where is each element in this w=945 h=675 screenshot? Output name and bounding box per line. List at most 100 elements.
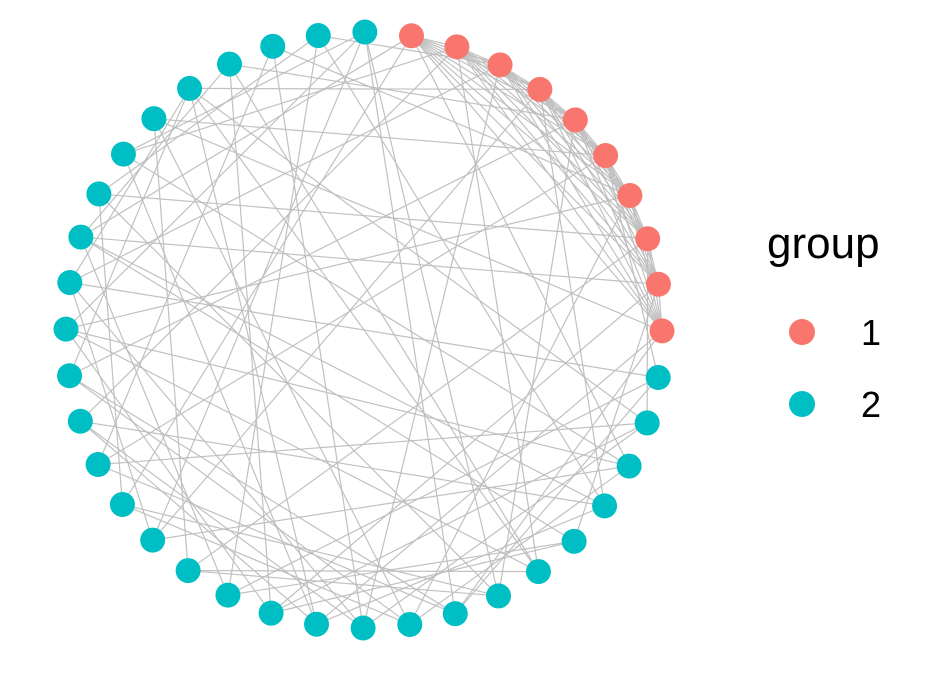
- node-37-group-2: [260, 33, 286, 59]
- edge-5-8: [605, 155, 660, 285]
- node-layer: [53, 19, 675, 641]
- edge-22-31: [80, 236, 229, 596]
- legend-label-group-2: 2: [861, 384, 882, 425]
- node-19-group-2: [350, 615, 376, 641]
- edge-0-25: [121, 35, 412, 505]
- node-31-group-2: [68, 224, 94, 250]
- edge-15-29: [65, 328, 539, 573]
- edge-20-33: [122, 153, 318, 625]
- legend-item-group-2: 2: [785, 383, 915, 427]
- edge-13-31: [80, 236, 605, 507]
- edge-0-5: [411, 35, 606, 157]
- edge-4-9: [574, 119, 663, 332]
- edge-30-35: [69, 88, 191, 283]
- edge-0-31: [80, 35, 412, 238]
- node-0-group-1: [398, 23, 424, 49]
- edge-3-13: [539, 89, 606, 506]
- edge-8-31: [80, 236, 659, 285]
- node-28-group-2: [57, 363, 83, 389]
- edge-16-39: [364, 31, 500, 597]
- edge-15-36: [228, 63, 539, 572]
- node-38-group-2: [305, 23, 331, 49]
- edge-9-20: [316, 330, 663, 625]
- edge-14-22: [227, 540, 575, 596]
- edge-1-7: [456, 46, 649, 240]
- node-6-group-1: [617, 182, 643, 208]
- node-7-group-1: [635, 226, 661, 252]
- edge-5-10: [605, 155, 659, 378]
- edge-6-29: [65, 194, 631, 330]
- node-5-group-1: [593, 143, 619, 169]
- edge-19-27: [79, 420, 364, 629]
- edge-16-23: [188, 569, 499, 597]
- edge-21-36: [228, 64, 272, 614]
- edge-18-34: [153, 118, 411, 625]
- edge-0-8: [411, 35, 659, 285]
- edge-12-33: [123, 153, 630, 467]
- node-14-group-2: [561, 528, 587, 554]
- node-12-group-2: [616, 453, 642, 479]
- edge-6-9: [629, 195, 663, 332]
- node-8-group-1: [645, 271, 671, 297]
- edge-1-9: [456, 46, 663, 332]
- edge-15-35: [189, 88, 539, 572]
- edge-11-21: [270, 422, 648, 614]
- edge-13-38: [317, 35, 606, 507]
- node-29-group-2: [53, 316, 79, 342]
- node-26-group-2: [85, 452, 111, 478]
- edge-layer: [65, 31, 663, 629]
- edge-12-29: [65, 328, 630, 467]
- node-11-group-2: [634, 410, 660, 436]
- edge-12-24: [152, 465, 630, 541]
- node-4-group-1: [562, 107, 588, 133]
- edge-2-7: [499, 64, 649, 240]
- edge-7-32: [98, 193, 648, 240]
- edge-14-31: [80, 236, 575, 542]
- edge-16-32: [98, 193, 499, 597]
- edge-10-22: [227, 376, 659, 596]
- edge-4-28: [69, 119, 576, 377]
- edge-0-6: [411, 35, 631, 196]
- edge-9-34: [153, 118, 663, 332]
- node-17-group-2: [442, 601, 468, 627]
- edge-7-11: [646, 238, 649, 423]
- edge-6-37: [272, 45, 631, 197]
- node-24-group-2: [140, 527, 166, 553]
- edge-18-28: [69, 375, 411, 625]
- edge-15-23: [188, 569, 539, 573]
- node-1-group-1: [444, 34, 470, 60]
- edge-2-9: [499, 64, 663, 332]
- edge-16-25: [122, 503, 499, 597]
- node-39-group-2: [352, 19, 378, 45]
- edge-1-33: [123, 46, 458, 155]
- node-27-group-2: [67, 408, 93, 434]
- edge-28-35: [68, 88, 191, 376]
- node-21-group-2: [258, 600, 284, 626]
- edge-33-39: [123, 31, 366, 155]
- node-32-group-2: [86, 181, 112, 207]
- edge-8-21: [270, 283, 659, 614]
- node-33-group-2: [110, 141, 136, 167]
- node-36-group-2: [216, 51, 242, 77]
- edge-5-26: [97, 155, 606, 466]
- edge-25-32: [98, 193, 124, 505]
- legend-label-group-1: 1: [861, 312, 882, 353]
- edge-31-36: [80, 63, 230, 238]
- node-30-group-2: [57, 270, 83, 296]
- node-16-group-2: [486, 583, 512, 609]
- node-25-group-2: [109, 491, 135, 517]
- edge-13-20: [316, 505, 605, 625]
- edge-0-12: [410, 35, 630, 467]
- edge-8-14: [573, 284, 660, 542]
- edge-6-18: [409, 195, 631, 625]
- edge-1-27: [79, 46, 458, 422]
- edge-18-25: [122, 503, 410, 626]
- node-15-group-2: [525, 559, 551, 585]
- node-13-group-2: [592, 493, 618, 519]
- edge-19-37: [272, 46, 364, 629]
- edge-3-9: [539, 89, 663, 332]
- legend-title: group: [767, 219, 880, 268]
- node-20-group-2: [304, 611, 330, 637]
